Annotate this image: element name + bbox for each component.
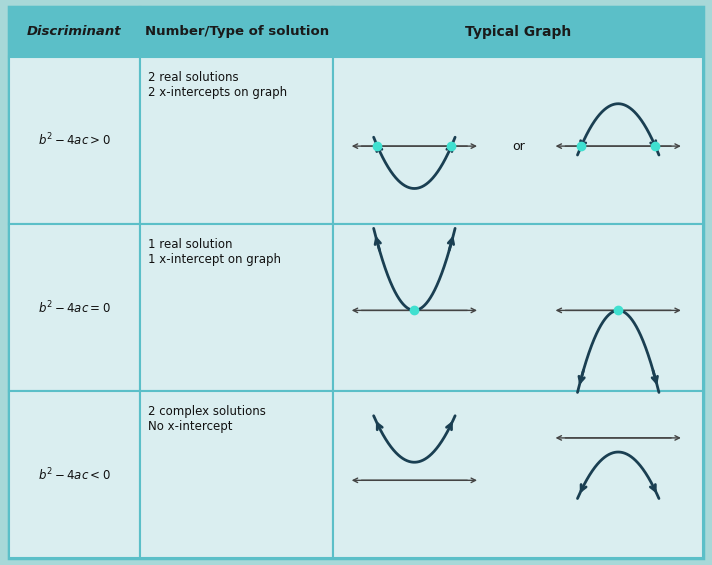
Bar xyxy=(140,57,333,224)
Text: $b^2 - 4ac < 0$: $b^2 - 4ac < 0$ xyxy=(38,466,111,483)
Bar xyxy=(333,57,703,224)
Text: $b^2 - 4ac = 0$: $b^2 - 4ac = 0$ xyxy=(38,299,111,316)
Text: 2 complex solutions
No x-intercept: 2 complex solutions No x-intercept xyxy=(147,405,266,433)
Text: $b^2 - 4ac > 0$: $b^2 - 4ac > 0$ xyxy=(38,132,111,149)
Text: 1 real solution
1 x-intercept on graph: 1 real solution 1 x-intercept on graph xyxy=(147,238,281,266)
Bar xyxy=(333,391,703,558)
Bar xyxy=(333,7,703,57)
Text: Typical Graph: Typical Graph xyxy=(465,25,571,39)
Text: Number/Type of solution: Number/Type of solution xyxy=(145,25,329,38)
Text: Discriminant: Discriminant xyxy=(27,25,122,38)
Bar xyxy=(9,391,140,558)
Bar xyxy=(140,391,333,558)
Text: or: or xyxy=(512,140,525,153)
Bar xyxy=(140,224,333,391)
Bar xyxy=(9,7,140,57)
Text: 2 real solutions
2 x-intercepts on graph: 2 real solutions 2 x-intercepts on graph xyxy=(147,71,287,99)
Bar xyxy=(140,7,333,57)
Bar xyxy=(9,224,140,391)
Bar xyxy=(333,224,703,391)
Bar xyxy=(9,57,140,224)
